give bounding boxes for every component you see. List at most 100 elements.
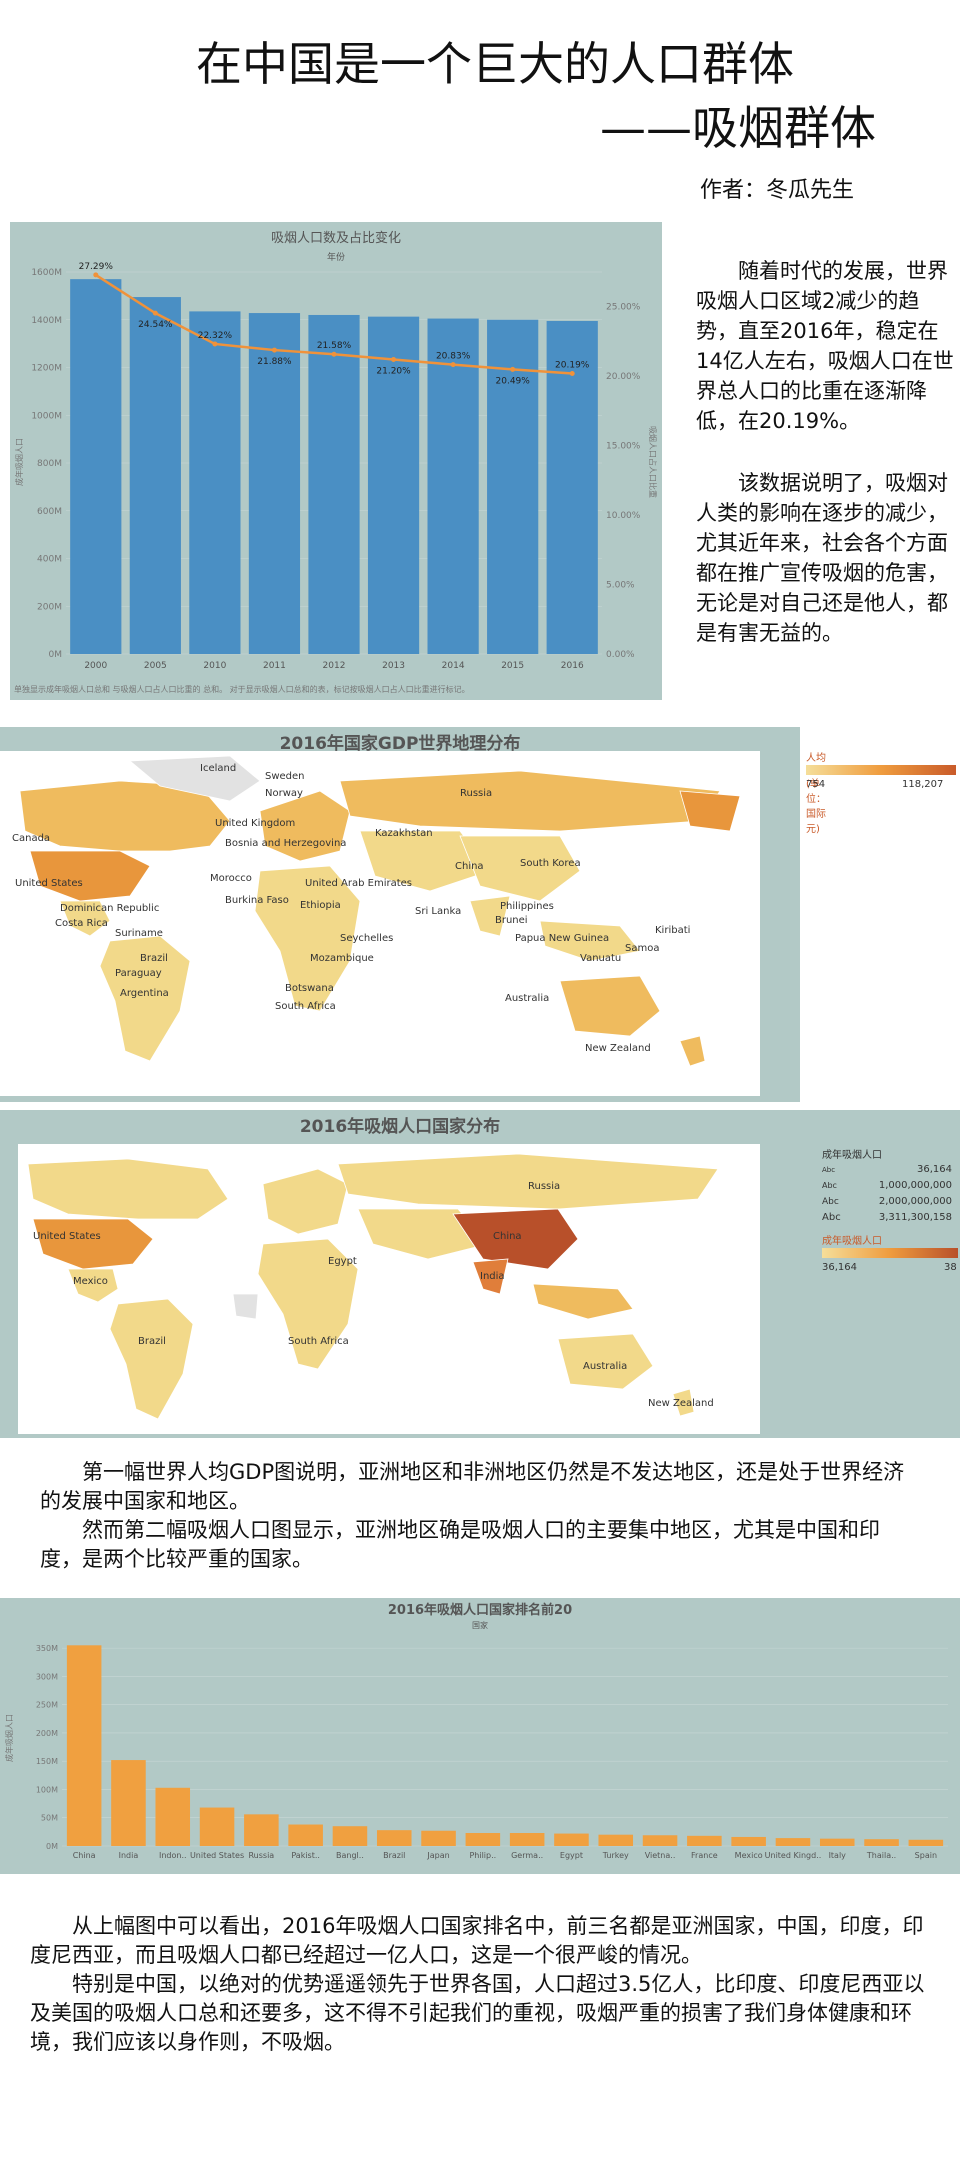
chart3-x-tick: Italy bbox=[829, 1851, 847, 1860]
chart3-bar bbox=[775, 1838, 811, 1846]
gdp-world-map[interactable] bbox=[0, 751, 760, 1096]
chart3-y-tick: 350M bbox=[36, 1644, 58, 1653]
chart1-y-tick: 400M bbox=[37, 555, 62, 565]
page-title: 在中国是一个巨大的人口群体 bbox=[196, 37, 794, 91]
chart3-ylabel: 成年吸烟人口 bbox=[4, 1714, 14, 1762]
smoking-map-label: Australia bbox=[583, 1361, 627, 1372]
chart1-x-tick: 2005 bbox=[144, 661, 167, 671]
gdp-map-label: South Korea bbox=[520, 858, 581, 869]
chart3-bar bbox=[155, 1787, 191, 1846]
chart1-footnote: 单独显示成年吸烟人口总和 与吸烟人口占人口比重的 总和。 对于显示吸烟人口总和的… bbox=[14, 684, 470, 694]
smoking-color-legend-bar bbox=[822, 1248, 958, 1258]
smoking-world-map[interactable] bbox=[18, 1144, 760, 1434]
chart1-point bbox=[569, 371, 575, 377]
chart3-x-tick: Mexico bbox=[735, 1851, 763, 1860]
chart3-x-tick: Brazil bbox=[383, 1851, 405, 1860]
gdp-map-label: Argentina bbox=[120, 988, 169, 999]
chart1-y2-tick: 10.00% bbox=[606, 511, 641, 521]
gdp-map-label: New Zealand bbox=[585, 1043, 651, 1054]
chart3-y-tick: 150M bbox=[36, 1757, 58, 1766]
chart1-point bbox=[212, 341, 218, 347]
chart1-x-tick: 2012 bbox=[323, 661, 346, 671]
chart3-y-tick: 300M bbox=[36, 1672, 58, 1681]
chart1-point bbox=[152, 310, 158, 316]
gdp-map-label: Suriname bbox=[115, 928, 163, 939]
chart1-y-tick: 800M bbox=[37, 459, 62, 469]
gdp-map-label: Canada bbox=[12, 833, 50, 844]
gdp-map-label: United States bbox=[15, 878, 83, 889]
chart3-bar bbox=[642, 1835, 678, 1846]
smoking-size-legend: Abc 36,164 Abc 1,000,000,000 Abc 2,000,000,… bbox=[822, 1164, 952, 1223]
gdp-map-label: Sweden bbox=[265, 771, 305, 782]
gdp-map-label: Papua New Guinea bbox=[515, 933, 609, 944]
chart3-bar bbox=[111, 1760, 146, 1846]
gdp-map-label: Sri Lanka bbox=[415, 906, 461, 917]
smoking-map-labels: Russia United States China Brazil Australia N… bbox=[33, 1181, 714, 1409]
chart1-ylabel: 成年吸烟人口 bbox=[14, 438, 24, 486]
gdp-map-label: Brazil bbox=[140, 953, 168, 964]
chart1-y-tick: 0M bbox=[49, 650, 63, 660]
smoking-map-label: China bbox=[493, 1231, 522, 1242]
chart1-x-tick: 2011 bbox=[263, 661, 286, 671]
gdp-map-label: Norway bbox=[265, 788, 303, 799]
chart3-x-tick: Japan bbox=[426, 1851, 449, 1860]
chart1-bar bbox=[248, 313, 301, 654]
smoking-map-panel: 2016年吸烟人口国家分布 Russia United States China Br… bbox=[0, 1110, 960, 1438]
gdp-map-label: Costa Rica bbox=[55, 918, 108, 929]
chart1-y2-tick: 25.00% bbox=[606, 303, 641, 313]
chart1-y-tick: 1000M bbox=[31, 411, 62, 421]
chart3-x-tick: Pakist.. bbox=[291, 1851, 320, 1860]
gdp-map-labels: Canada United States Iceland Sweden Norway Ru… bbox=[12, 763, 690, 1054]
chart3-bar bbox=[598, 1834, 634, 1846]
chart1-point-label: 24.54% bbox=[138, 320, 173, 330]
chart3-bar bbox=[731, 1836, 766, 1846]
top20-chart: 2016年吸烟人口国家排名前20 国家 0M 50M 100M 150M 200M 250M 3… bbox=[0, 1598, 960, 1874]
smoking-color-legend-min: 36,164 bbox=[822, 1262, 857, 1273]
chart3-x-tick: Vietna.. bbox=[645, 1851, 676, 1860]
chart3-bar bbox=[332, 1826, 368, 1846]
para2-line1: 从上幅图中可以看出，2016年吸烟人口国家排名中，前三名都是亚洲国家，中国，印度… bbox=[30, 1914, 924, 1967]
smoking-map-label: South Africa bbox=[288, 1336, 349, 1347]
chart3-x-tick: Philip.. bbox=[469, 1851, 496, 1860]
gdp-map-label: Australia bbox=[505, 993, 549, 1004]
chart3-x-tick: Spain bbox=[915, 1851, 937, 1860]
chart3-y-tick: 50M bbox=[41, 1814, 58, 1823]
chart3-x-tick: China bbox=[73, 1851, 96, 1860]
chart3-bar bbox=[908, 1839, 944, 1846]
chart1-y2-tick: 5.00% bbox=[606, 581, 635, 591]
gdp-map-label: Bosnia and Herzegovina bbox=[225, 838, 346, 849]
gdp-map-label: Philippines bbox=[500, 901, 554, 912]
gdp-map-label: Morocco bbox=[210, 873, 252, 884]
chart3-x-tick: United States bbox=[190, 1851, 244, 1860]
chart3-x-tick: India bbox=[119, 1851, 139, 1860]
chart3-bar bbox=[199, 1807, 235, 1846]
chart1-bar bbox=[427, 318, 479, 654]
chart3-x-tick: United Kingd.. bbox=[765, 1851, 822, 1860]
chart1-point-label: 21.58% bbox=[317, 341, 352, 351]
gdp-map-label: Mozambique bbox=[310, 953, 374, 964]
chart3-bar bbox=[244, 1814, 279, 1846]
chart3-x-tick: Thaila.. bbox=[866, 1851, 896, 1860]
chart1-point-label: 22.32% bbox=[198, 331, 233, 341]
chart1-point-label: 20.83% bbox=[436, 352, 471, 362]
gdp-map-label: Vanuatu bbox=[580, 953, 621, 964]
chart1-point bbox=[331, 351, 337, 357]
smoking-map-label: India bbox=[480, 1271, 505, 1282]
gdp-map-label: Russia bbox=[460, 788, 492, 799]
chart1-y2label: 吸烟人口占人口比重 bbox=[648, 426, 658, 498]
chart3-x-tick: France bbox=[691, 1851, 718, 1860]
gdp-legend-min: 754 bbox=[806, 779, 826, 790]
chart3-bar bbox=[288, 1824, 323, 1846]
page-subtitle: ——吸烟群体 bbox=[600, 101, 876, 155]
chart1-y2-tick: 20.00% bbox=[606, 372, 641, 382]
gdp-legend-max: 118,207 bbox=[902, 779, 944, 790]
gdp-map-label: Kiribati bbox=[655, 925, 690, 936]
para1-line1: 第一幅世界人均GDP图说明，亚洲地区和非洲地区仍然是不发达地区，还是处于世界经济… bbox=[40, 1460, 905, 1513]
chart3-y-tick: 100M bbox=[36, 1785, 58, 1794]
chart3-x-tick: Germa.. bbox=[511, 1851, 543, 1860]
chart3-bar bbox=[864, 1839, 899, 1846]
analysis-paragraph-1: 第一幅世界人均GDP图说明，亚洲地区和非洲地区仍然是不发达地区，还是处于世界经济… bbox=[40, 1458, 920, 1574]
chart3-bar bbox=[465, 1832, 501, 1846]
chart3-y-tick: 200M bbox=[36, 1729, 58, 1738]
gdp-legend-bar bbox=[806, 765, 956, 775]
